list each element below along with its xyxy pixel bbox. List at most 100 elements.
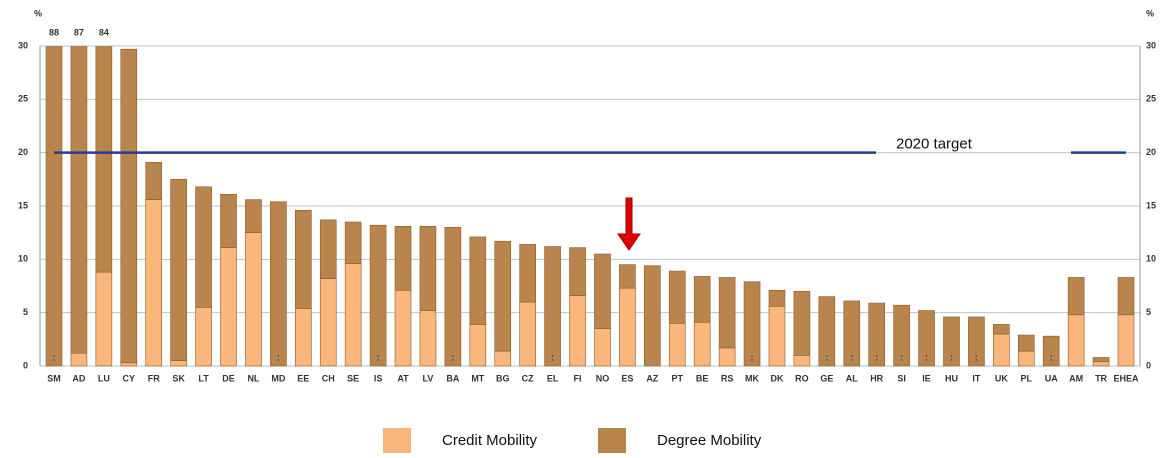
bar-segment xyxy=(693,276,711,323)
y2-tick-label: 15 xyxy=(1146,200,1156,210)
bar-segment xyxy=(793,355,811,367)
x-tick-label: NL xyxy=(247,373,259,383)
bar-segment xyxy=(843,300,861,367)
x-tick-label: MD xyxy=(271,373,285,383)
bar-segment xyxy=(668,323,686,367)
bar-segment xyxy=(718,277,736,349)
bar-segment xyxy=(494,240,512,352)
y2-tick-label: 25 xyxy=(1146,94,1156,104)
bar-segment xyxy=(120,48,138,364)
x-tick-label: LT xyxy=(198,373,209,383)
bar-segment xyxy=(569,295,586,367)
x-tick-label: BA xyxy=(446,373,459,383)
y2-tick-label: 5 xyxy=(1146,307,1151,317)
bar-segment xyxy=(245,232,262,367)
y2-unit: % xyxy=(1146,8,1154,18)
bar-segment xyxy=(569,247,586,296)
bar-segment xyxy=(469,324,487,367)
bar-segment xyxy=(170,179,187,361)
x-tick-label: CZ xyxy=(522,373,534,383)
value-label: : xyxy=(825,352,828,362)
bar-segment xyxy=(993,333,1010,367)
x-tick-label: AZ xyxy=(646,373,658,383)
x-tick-label: EL xyxy=(547,373,559,383)
annotation: 88 xyxy=(49,27,59,37)
x-tick-label: FI xyxy=(574,373,582,383)
bar-segment xyxy=(668,270,686,324)
bar-segment xyxy=(743,281,761,367)
x-tick-label: UA xyxy=(1045,373,1058,383)
value-label: : xyxy=(377,352,380,362)
bar-segment xyxy=(319,219,337,279)
x-tick-label: TR xyxy=(1095,373,1107,383)
x-tick-label: AM xyxy=(1069,373,1083,383)
x-tick-label: IS xyxy=(374,373,383,383)
bar-segment xyxy=(768,289,786,307)
bar-segment xyxy=(594,253,611,329)
bar-segment xyxy=(968,316,985,367)
bar-segment xyxy=(95,46,113,273)
bar-segment xyxy=(45,46,63,367)
x-tick-label: RO xyxy=(795,373,809,383)
bar-segment xyxy=(494,350,512,367)
bar-segment xyxy=(818,296,836,367)
y-tick-label: 25 xyxy=(18,94,28,104)
bar-segment xyxy=(70,46,88,354)
bar-segment xyxy=(145,199,163,367)
bar-segment xyxy=(793,291,811,356)
x-tick-label: EE xyxy=(297,373,309,383)
x-tick-label: SK xyxy=(172,373,185,383)
value-label: : xyxy=(900,352,903,362)
bar-segment xyxy=(1042,335,1060,367)
x-tick-label: LV xyxy=(423,373,434,383)
value-label: : xyxy=(975,352,978,362)
bar-segment xyxy=(270,201,287,367)
x-tick-label: AD xyxy=(72,373,85,383)
x-tick-label: AT xyxy=(397,373,409,383)
x-tick-label: MT xyxy=(471,373,484,383)
bar-segment xyxy=(868,302,885,367)
value-label: : xyxy=(850,352,853,362)
value-label: : xyxy=(751,352,754,362)
x-tick-label: NO xyxy=(596,373,610,383)
x-tick-label: IT xyxy=(972,373,981,383)
y2-tick-label: 10 xyxy=(1146,254,1156,264)
bar-segment xyxy=(145,161,163,200)
y2-tick-label: 0 xyxy=(1146,360,1151,370)
bar-segment xyxy=(1017,350,1035,367)
x-tick-label: UK xyxy=(995,373,1008,383)
x-tick-label: MK xyxy=(745,373,759,383)
legend-swatch xyxy=(383,428,411,453)
x-tick-label: EHEA xyxy=(1113,373,1139,383)
x-tick-label: CY xyxy=(123,373,136,383)
legend-label: Degree Mobility xyxy=(657,432,762,449)
bar-segment xyxy=(469,236,487,325)
bar-segment xyxy=(419,225,437,311)
value-label: : xyxy=(875,352,878,362)
bar-segment xyxy=(519,244,536,303)
x-tick-label: HU xyxy=(945,373,958,383)
bar-segment xyxy=(344,263,362,367)
bar-segment xyxy=(70,352,88,367)
bar-segment xyxy=(295,308,312,367)
x-tick-label: DK xyxy=(770,373,783,383)
bar-segment xyxy=(195,186,212,308)
y2-tick-label: 20 xyxy=(1146,147,1156,157)
x-tick-label: BG xyxy=(496,373,510,383)
bar-segment xyxy=(220,193,237,248)
value-label: : xyxy=(53,352,56,362)
bar-segment xyxy=(1117,314,1135,367)
x-tick-label: PT xyxy=(671,373,683,383)
bar-segment xyxy=(394,289,412,367)
bar-segment xyxy=(993,324,1010,335)
annotation: 87 xyxy=(74,27,84,37)
bar-segment xyxy=(594,328,611,367)
value-label: : xyxy=(950,352,953,362)
value-label: : xyxy=(925,352,928,362)
value-label: : xyxy=(1050,352,1053,362)
bar-segment xyxy=(369,224,387,367)
annotation: 84 xyxy=(99,27,109,37)
bar-segment xyxy=(245,199,262,233)
bar-segment xyxy=(544,246,561,367)
